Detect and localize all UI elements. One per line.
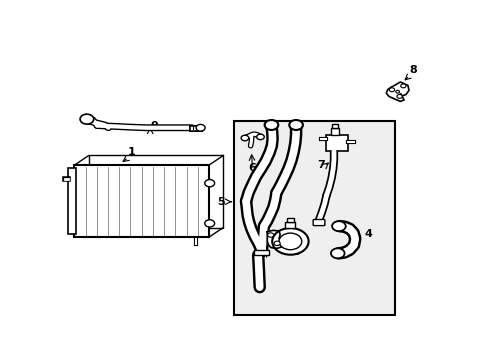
Text: 5: 5 xyxy=(217,197,225,207)
Bar xyxy=(285,222,295,228)
Bar xyxy=(332,125,337,128)
Circle shape xyxy=(196,125,205,131)
Bar xyxy=(74,165,208,237)
Bar xyxy=(330,128,339,135)
Circle shape xyxy=(279,233,301,250)
Text: 4: 4 xyxy=(364,229,371,239)
Text: 2: 2 xyxy=(291,247,299,257)
Circle shape xyxy=(395,90,399,93)
Polygon shape xyxy=(267,230,281,248)
Circle shape xyxy=(289,120,302,130)
Text: 8: 8 xyxy=(408,65,416,75)
Circle shape xyxy=(241,135,248,141)
Circle shape xyxy=(264,120,278,130)
Bar xyxy=(326,135,347,151)
Polygon shape xyxy=(386,82,408,102)
Bar xyxy=(254,250,268,255)
Text: 3: 3 xyxy=(260,248,267,258)
Circle shape xyxy=(80,114,94,124)
Circle shape xyxy=(330,248,344,258)
Text: 9: 9 xyxy=(150,121,158,131)
Circle shape xyxy=(331,221,345,231)
Circle shape xyxy=(274,241,280,246)
Circle shape xyxy=(400,84,405,88)
Circle shape xyxy=(388,88,394,92)
Circle shape xyxy=(267,233,273,237)
Circle shape xyxy=(204,220,214,227)
Text: 1: 1 xyxy=(127,148,135,157)
Circle shape xyxy=(204,180,214,187)
Bar xyxy=(233,121,394,315)
Bar xyxy=(89,156,223,228)
Circle shape xyxy=(256,134,264,140)
Bar xyxy=(67,168,76,234)
Text: 7: 7 xyxy=(316,161,324,171)
Circle shape xyxy=(272,228,308,255)
FancyBboxPatch shape xyxy=(312,220,324,226)
Circle shape xyxy=(396,94,401,98)
Bar xyxy=(286,218,293,222)
Text: 6: 6 xyxy=(248,163,256,173)
